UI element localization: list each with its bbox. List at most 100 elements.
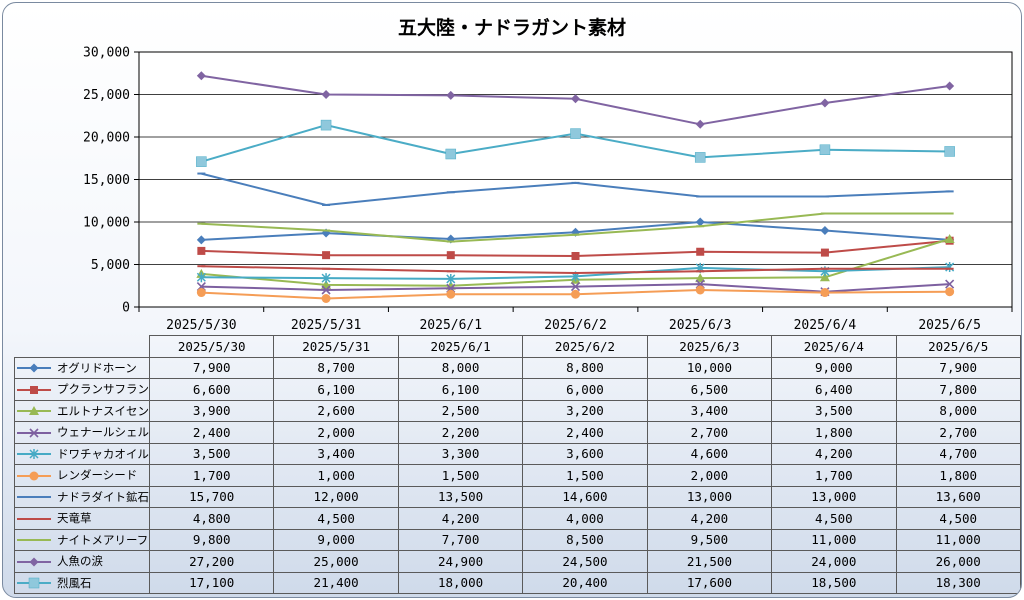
legend-key-icon bbox=[17, 539, 51, 542]
data-label: 13,600 bbox=[895, 485, 1021, 508]
data-label: 2,000 bbox=[646, 464, 773, 487]
data-point bbox=[29, 557, 39, 567]
legend-label: 人魚の涙 bbox=[57, 554, 103, 569]
data-point bbox=[695, 217, 705, 227]
x-tick-label: 2025/6/3 bbox=[669, 318, 732, 333]
data-point bbox=[944, 234, 955, 243]
legend-key-icon bbox=[17, 428, 51, 438]
legend-key-icon bbox=[17, 496, 51, 499]
data-label: 25,000 bbox=[273, 550, 399, 573]
data-label: 2,400 bbox=[148, 421, 275, 444]
x-tick-label: 2025/6/2 bbox=[544, 318, 607, 333]
data-point bbox=[29, 471, 39, 481]
series-11 bbox=[196, 119, 955, 167]
legend-entry: 人魚の涙 bbox=[14, 550, 150, 573]
table-row: 天竜草 4,800 4,500 4,200 4,000 4,200 4,500 4,500 bbox=[14, 507, 1021, 530]
data-point bbox=[321, 285, 331, 295]
data-point bbox=[322, 251, 331, 260]
data-point bbox=[571, 94, 580, 104]
data-point bbox=[321, 294, 331, 303]
data-label: 21,400 bbox=[273, 571, 399, 594]
data-point bbox=[820, 226, 830, 235]
data-label: 3,300 bbox=[397, 442, 524, 465]
table-header-cell: 2025/6/2 bbox=[522, 335, 648, 358]
table-row: ナイトメアリーフ 9,800 9,000 7,700 8,500 9,500 11,000 1… bbox=[14, 528, 1021, 551]
legend-key-icon bbox=[17, 363, 51, 373]
data-label: 6,400 bbox=[771, 378, 897, 401]
data-label: 12,000 bbox=[273, 485, 399, 508]
data-label: 4,600 bbox=[646, 442, 773, 465]
data-label: 1,500 bbox=[397, 464, 524, 487]
data-label: 24,000 bbox=[771, 550, 897, 573]
data-label: 21,500 bbox=[646, 550, 773, 573]
table-row: ドワチャカオイル 3,500 3,400 3,300 3,600 4,600 4,200 4,… bbox=[14, 442, 1021, 465]
legend-entry: ナイトメアリーフ bbox=[14, 528, 150, 551]
table-row: 烈風石 17,100 21,400 18,000 20,400 17,600 18,500 1… bbox=[14, 571, 1021, 594]
x-tick-label: 2025/6/4 bbox=[794, 318, 857, 333]
data-label: 18,500 bbox=[771, 571, 897, 594]
legend-entry: ウェナールシェル bbox=[14, 421, 150, 444]
y-tick-label: 0 bbox=[122, 301, 130, 316]
table-row: エルトナスイセン 3,900 2,600 2,500 3,200 3,400 3,500 8,… bbox=[14, 399, 1021, 422]
data-label: 8,000 bbox=[397, 356, 524, 379]
series-9 bbox=[197, 212, 954, 243]
data-label: 4,800 bbox=[148, 507, 275, 530]
legend-label: ドワチャカオイル bbox=[57, 446, 149, 461]
legend-entry: 天竜草 bbox=[14, 507, 150, 530]
data-label: 8,700 bbox=[273, 356, 399, 379]
data-point bbox=[819, 144, 831, 155]
data-label: 4,200 bbox=[397, 507, 524, 530]
data-label: 7,900 bbox=[895, 356, 1021, 379]
data-label: 13,000 bbox=[771, 485, 897, 508]
legend-key-icon bbox=[17, 517, 51, 520]
legend-key-icon bbox=[17, 557, 51, 567]
table-header-cell: 2025/6/1 bbox=[397, 335, 524, 358]
data-label: 4,500 bbox=[273, 507, 399, 530]
data-label: 4,700 bbox=[895, 442, 1021, 465]
data-point bbox=[695, 119, 705, 129]
data-table: 2025/5/30 2025/5/31 2025/6/1 2025/6/2 2025/6… bbox=[14, 335, 1021, 594]
legend-label: ウェナールシェル bbox=[57, 425, 149, 440]
x-tick-label: 2025/6/1 bbox=[419, 318, 482, 333]
data-label: 3,500 bbox=[771, 399, 897, 422]
data-point bbox=[819, 272, 830, 282]
data-point bbox=[321, 90, 331, 99]
data-label: 1,000 bbox=[273, 464, 399, 487]
data-label: 4,200 bbox=[771, 442, 897, 465]
data-label: 7,700 bbox=[397, 528, 524, 551]
data-label: 6,600 bbox=[148, 378, 275, 401]
data-label: 4,000 bbox=[522, 507, 648, 530]
data-point bbox=[694, 152, 706, 163]
data-point bbox=[196, 272, 206, 283]
legend-entry: 烈風石 bbox=[14, 571, 150, 594]
line-chart: 0 5,000 10,000 15,000 20,000 25,000 30,000 2025… bbox=[83, 46, 1013, 333]
chart-title: 五大陸・ナドラガント素材 bbox=[397, 17, 626, 39]
legend-key-icon bbox=[17, 471, 51, 481]
data-label: 1,500 bbox=[522, 464, 648, 487]
data-point bbox=[945, 287, 955, 297]
data-point bbox=[696, 247, 705, 256]
table-header-cell: 2025/5/31 bbox=[273, 335, 399, 358]
data-point bbox=[945, 81, 955, 91]
data-label: 4,200 bbox=[646, 507, 773, 530]
data-label: 18,000 bbox=[397, 571, 524, 594]
data-label: 2,600 bbox=[273, 399, 399, 422]
data-point bbox=[28, 578, 40, 589]
data-label: 15,700 bbox=[148, 485, 275, 508]
data-label: 11,000 bbox=[895, 528, 1021, 551]
data-point bbox=[196, 156, 207, 167]
data-label: 3,200 bbox=[522, 399, 648, 422]
data-label: 2,500 bbox=[397, 399, 524, 422]
table-corner bbox=[14, 335, 150, 358]
series-7 bbox=[197, 172, 954, 206]
data-label: 6,100 bbox=[397, 378, 524, 401]
data-label: 9,000 bbox=[273, 528, 399, 551]
data-point bbox=[29, 363, 39, 373]
table-row: 人魚の涙 27,200 25,000 24,900 24,500 21,500 24,000… bbox=[14, 550, 1021, 573]
y-tick-label: 15,000 bbox=[83, 173, 130, 188]
data-label: 14,600 bbox=[522, 485, 648, 508]
table-header-cell: 2025/6/4 bbox=[771, 335, 897, 358]
data-point bbox=[446, 289, 456, 299]
data-point bbox=[571, 252, 580, 260]
